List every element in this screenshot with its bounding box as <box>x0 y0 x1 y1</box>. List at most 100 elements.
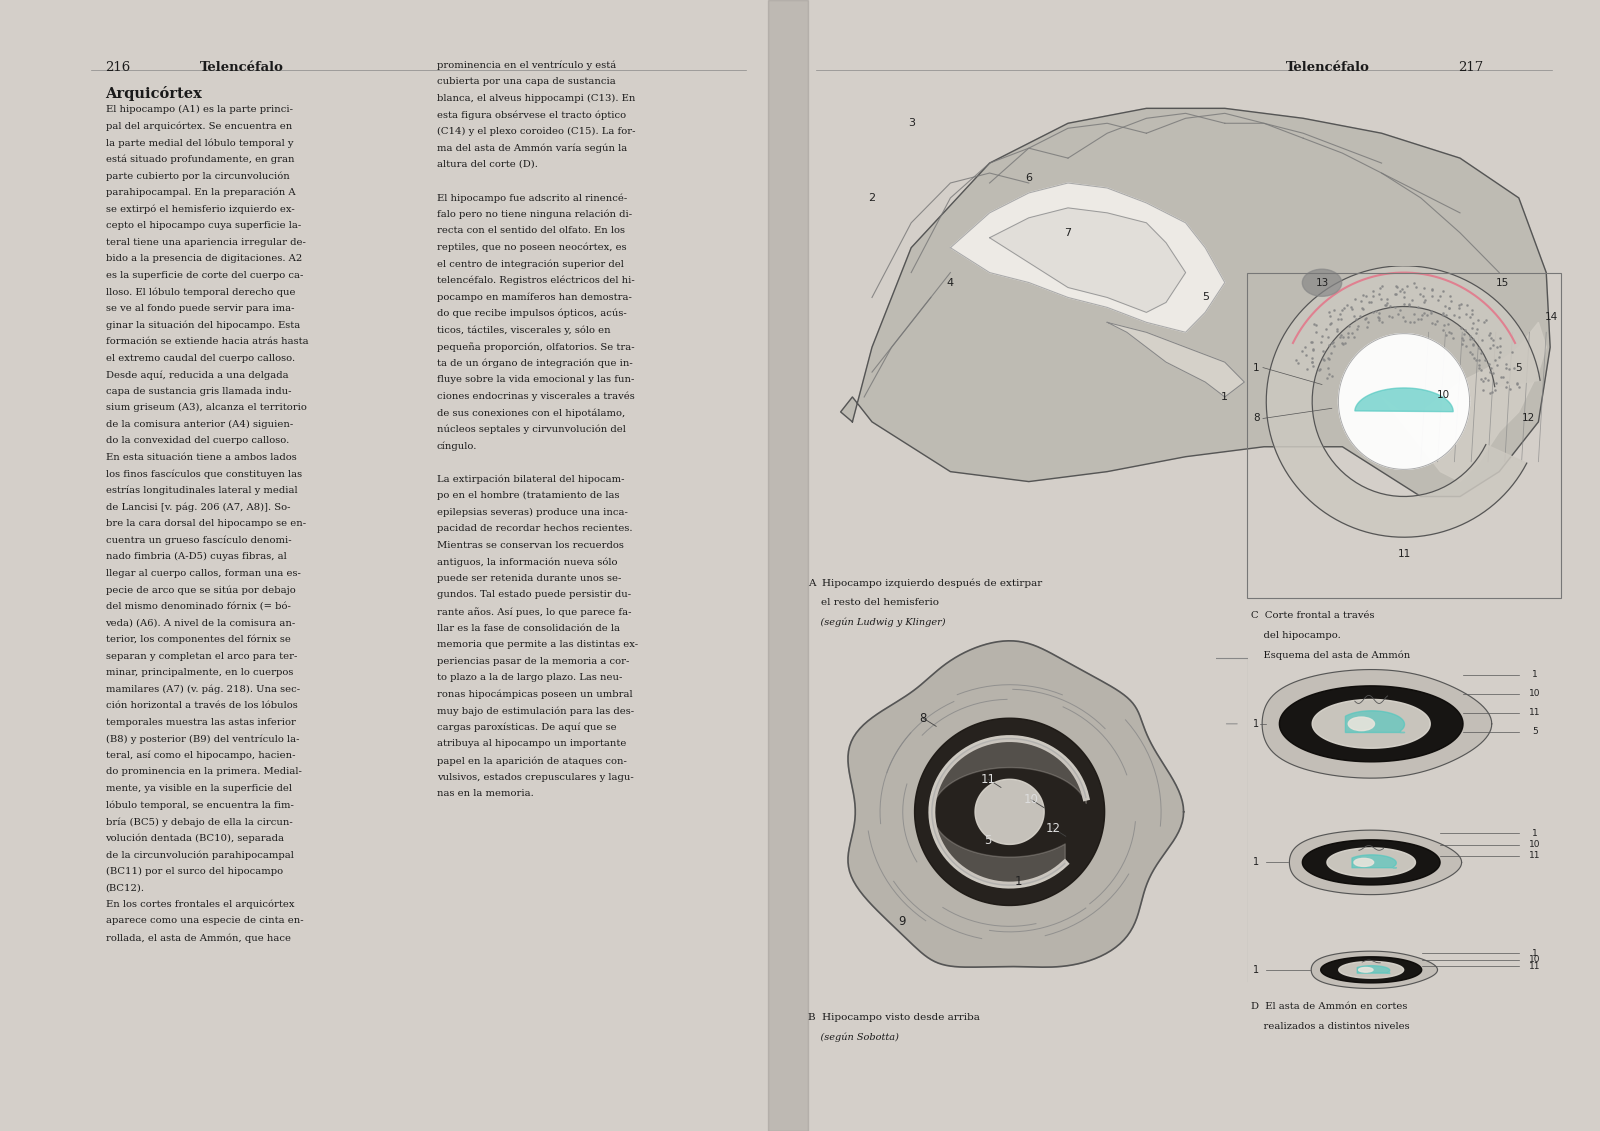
Text: 11: 11 <box>1397 550 1411 559</box>
Text: do la convexidad del cuerpo calloso.: do la convexidad del cuerpo calloso. <box>106 437 288 446</box>
Text: telencéfalo. Registros eléctricos del hi-: telencéfalo. Registros eléctricos del hi… <box>437 276 635 285</box>
Text: rollada, el asta de Ammón, que hace: rollada, el asta de Ammón, que hace <box>106 933 291 942</box>
Text: B  Hipocampo visto desde arriba: B Hipocampo visto desde arriba <box>808 1013 979 1021</box>
Text: puede ser retenida durante unos se-: puede ser retenida durante unos se- <box>437 573 621 582</box>
Text: el resto del hemisferio: el resto del hemisferio <box>808 598 939 607</box>
Text: fluye sobre la vida emocional y las fun-: fluye sobre la vida emocional y las fun- <box>437 375 634 385</box>
Text: 13: 13 <box>1315 278 1328 287</box>
Text: parte cubierto por la circunvolución: parte cubierto por la circunvolución <box>106 172 290 181</box>
Text: 5: 5 <box>984 834 992 847</box>
Text: La extirpación bilateral del hipocam-: La extirpación bilateral del hipocam- <box>437 475 624 484</box>
Text: separan y completan el arco para ter-: separan y completan el arco para ter- <box>106 651 298 661</box>
Text: 10: 10 <box>1437 390 1450 399</box>
Text: 10: 10 <box>1530 690 1541 699</box>
Text: terior, los componentes del fórnix se: terior, los componentes del fórnix se <box>106 634 290 645</box>
Text: ta de un órgano de integración que in-: ta de un órgano de integración que in- <box>437 359 632 369</box>
Text: D  El asta de Ammón en cortes: D El asta de Ammón en cortes <box>1251 1002 1406 1011</box>
Polygon shape <box>1355 388 1453 412</box>
Text: 15: 15 <box>1496 278 1509 287</box>
Text: de la circunvolución parahipocampal: de la circunvolución parahipocampal <box>106 851 293 860</box>
Text: minar, principalmente, en lo cuerpos: minar, principalmente, en lo cuerpos <box>106 668 293 677</box>
Text: 1: 1 <box>1253 857 1259 867</box>
Text: Telencéfalo: Telencéfalo <box>200 61 285 74</box>
Text: 14: 14 <box>1546 312 1558 321</box>
Text: de la comisura anterior (A4) siguien-: de la comisura anterior (A4) siguien- <box>106 420 293 429</box>
Text: nas en la memoria.: nas en la memoria. <box>437 789 533 798</box>
Text: muy bajo de estimulación para las des-: muy bajo de estimulación para las des- <box>437 707 634 716</box>
Text: vulsivos, estados crepusculares y lagu-: vulsivos, estados crepusculares y lagu- <box>437 772 634 782</box>
Text: do que recibe impulsos ópticos, acús-: do que recibe impulsos ópticos, acús- <box>437 309 627 319</box>
Text: 1: 1 <box>1253 719 1259 728</box>
Text: El hipocampo (A1) es la parte princi-: El hipocampo (A1) es la parte princi- <box>106 105 293 114</box>
Text: pacidad de recordar hechos recientes.: pacidad de recordar hechos recientes. <box>437 525 632 533</box>
Text: volución dentada (BC10), separada: volución dentada (BC10), separada <box>106 834 285 844</box>
Polygon shape <box>1290 830 1462 895</box>
Text: (B8) y posterior (B9) del ventrículo la-: (B8) y posterior (B9) del ventrículo la- <box>106 734 299 744</box>
Text: memoria que permite a las distintas ex-: memoria que permite a las distintas ex- <box>437 640 638 649</box>
Text: C  Corte frontal a través: C Corte frontal a través <box>1251 611 1374 620</box>
Text: 5: 5 <box>1515 363 1522 372</box>
Text: mente, ya visible en la superficie del: mente, ya visible en la superficie del <box>106 784 291 793</box>
Text: llegar al cuerpo callos, forman una es-: llegar al cuerpo callos, forman una es- <box>106 569 301 578</box>
Text: del mismo denominado fórnix (= bó-: del mismo denominado fórnix (= bó- <box>106 602 290 611</box>
Text: do prominencia en la primera. Medial-: do prominencia en la primera. Medial- <box>106 768 301 777</box>
Text: 1: 1 <box>1533 949 1538 958</box>
Text: del hipocampo.: del hipocampo. <box>1251 631 1341 640</box>
Polygon shape <box>840 109 1550 497</box>
Text: ciones endocrinas y viscerales a través: ciones endocrinas y viscerales a través <box>437 391 635 402</box>
Polygon shape <box>915 718 1104 906</box>
Text: 8: 8 <box>1253 414 1259 423</box>
Text: teral tiene una apariencia irregular de-: teral tiene una apariencia irregular de- <box>106 238 306 247</box>
Text: (BC11) por el surco del hipocampo: (BC11) por el surco del hipocampo <box>106 866 283 875</box>
Text: Telencéfalo: Telencéfalo <box>1286 61 1370 74</box>
Text: falo pero no tiene ninguna relación di-: falo pero no tiene ninguna relación di- <box>437 209 632 219</box>
Text: 5: 5 <box>1202 293 1208 302</box>
Text: Arquicórtex: Arquicórtex <box>106 86 202 101</box>
Text: lloso. El lóbulo temporal derecho que: lloso. El lóbulo temporal derecho que <box>106 287 294 296</box>
Polygon shape <box>1107 322 1245 397</box>
Text: formación se extiende hacia atrás hasta: formación se extiende hacia atrás hasta <box>106 337 309 346</box>
Text: 1: 1 <box>1221 392 1229 402</box>
Text: 217: 217 <box>1459 61 1483 74</box>
Text: po en el hombre (tratamiento de las: po en el hombre (tratamiento de las <box>437 491 619 500</box>
Text: 8: 8 <box>920 711 926 725</box>
Text: está situado profundamente, en gran: está situado profundamente, en gran <box>106 155 294 164</box>
Text: epilepsias severas) produce una inca-: epilepsias severas) produce una inca- <box>437 508 627 517</box>
Polygon shape <box>1266 266 1541 537</box>
Text: ción horizontal a través de los lóbulos: ción horizontal a través de los lóbulos <box>106 701 298 710</box>
Text: capa de sustancia gris llamada indu-: capa de sustancia gris llamada indu- <box>106 387 291 396</box>
Text: 10: 10 <box>1530 955 1541 964</box>
Text: 1: 1 <box>1253 363 1259 372</box>
Text: 9: 9 <box>898 915 906 929</box>
Text: to plazo a la de largo plazo. Las neu-: to plazo a la de largo plazo. Las neu- <box>437 673 622 682</box>
Polygon shape <box>950 183 1226 333</box>
Text: 1: 1 <box>1533 829 1538 838</box>
Text: papel en la aparición de ataques con-: papel en la aparición de ataques con- <box>437 756 627 766</box>
Text: pequeña proporción, olfatorios. Se tra-: pequeña proporción, olfatorios. Se tra- <box>437 342 634 352</box>
Text: es la superficie de corte del cuerpo ca-: es la superficie de corte del cuerpo ca- <box>106 270 302 279</box>
Text: El hipocampo fue adscrito al rinencé-: El hipocampo fue adscrito al rinencé- <box>437 193 627 202</box>
Text: 10: 10 <box>1024 793 1038 806</box>
Text: 11: 11 <box>981 772 995 786</box>
Polygon shape <box>1381 322 1546 482</box>
Text: 11: 11 <box>1530 852 1541 861</box>
Text: (según Sobotta): (según Sobotta) <box>808 1033 899 1042</box>
Text: Esquema del asta de Ammón: Esquema del asta de Ammón <box>1251 650 1410 659</box>
Text: En los cortes frontales el arquicórtex: En los cortes frontales el arquicórtex <box>106 900 294 909</box>
Text: rante años. Así pues, lo que parece fa-: rante años. Así pues, lo que parece fa- <box>437 607 632 616</box>
Text: 2: 2 <box>869 193 875 202</box>
Text: ma del asta de Ammón varía según la: ma del asta de Ammón varía según la <box>437 144 627 153</box>
Text: (BC12).: (BC12). <box>106 883 144 892</box>
Text: reptiles, que no poseen neocórtex, es: reptiles, que no poseen neocórtex, es <box>437 243 626 252</box>
Ellipse shape <box>1349 717 1374 731</box>
Text: lóbulo temporal, se encuentra la fim-: lóbulo temporal, se encuentra la fim- <box>106 801 293 810</box>
Polygon shape <box>1312 699 1430 749</box>
Text: 216: 216 <box>106 61 131 74</box>
Text: 4: 4 <box>947 277 954 287</box>
Text: 1: 1 <box>1253 965 1259 975</box>
Polygon shape <box>1280 685 1462 762</box>
Text: cepto el hipocampo cuya superficie la-: cepto el hipocampo cuya superficie la- <box>106 221 301 230</box>
Text: sium griseum (A3), alcanza el territorio: sium griseum (A3), alcanza el territorio <box>106 403 306 413</box>
Text: pecie de arco que se sitúa por debajo: pecie de arco que se sitúa por debajo <box>106 586 296 595</box>
Text: temporales muestra las astas inferior: temporales muestra las astas inferior <box>106 718 296 727</box>
